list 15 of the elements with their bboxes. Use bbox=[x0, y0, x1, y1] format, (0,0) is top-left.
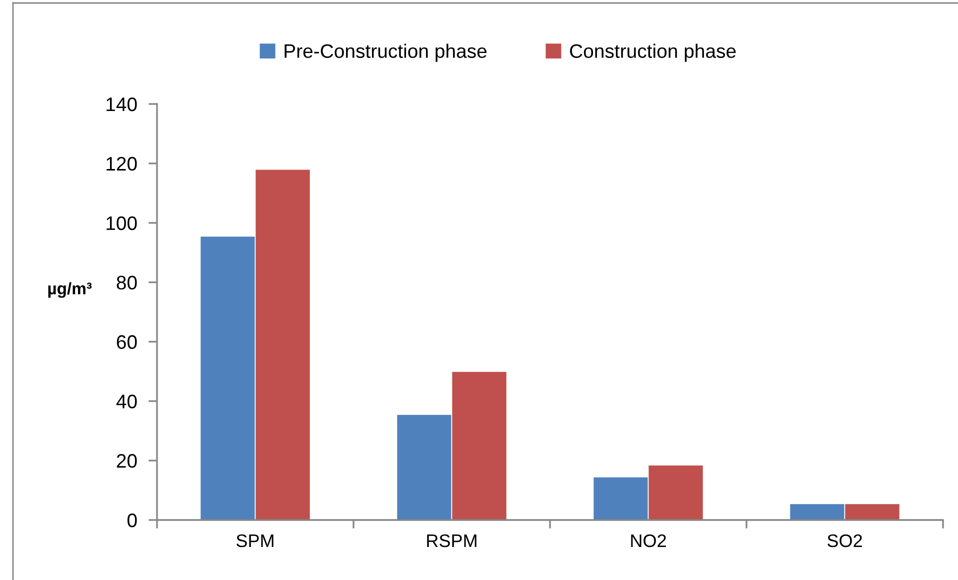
legend-label: Construction phase bbox=[570, 44, 736, 62]
x-tick-label: SPM bbox=[236, 534, 274, 548]
x-tick-label: NO2 bbox=[631, 534, 666, 548]
y-axis-title: µg/m³ bbox=[48, 282, 92, 298]
y-tick-label: 0 bbox=[128, 513, 137, 528]
y-tick-label: 140 bbox=[106, 97, 137, 112]
y-tick-label: 80 bbox=[116, 276, 137, 290]
y-tick-label: 100 bbox=[106, 216, 137, 230]
y-tick-label: 120 bbox=[106, 156, 137, 171]
legend-label: Pre-Construction phase bbox=[284, 44, 487, 62]
y-tick-label: 40 bbox=[116, 394, 137, 408]
y-tick-label: 60 bbox=[116, 335, 137, 349]
x-tick-label: SO2 bbox=[828, 534, 862, 548]
x-tick-label: RSPM bbox=[427, 534, 476, 548]
y-tick-label: 20 bbox=[116, 454, 137, 468]
